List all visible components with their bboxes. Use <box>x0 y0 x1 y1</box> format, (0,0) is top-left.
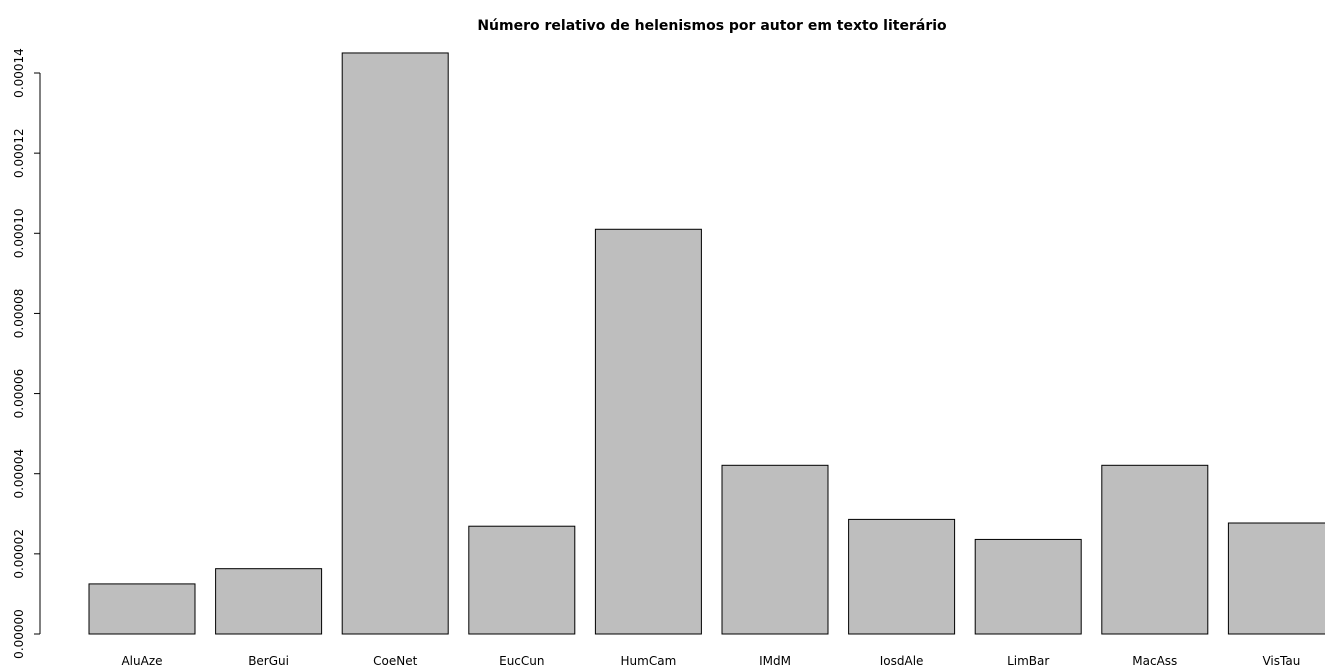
x-axis-labels: AluAze BerGui CoeNet EucCun HumCam IMdM IosdAl… <box>121 654 1300 668</box>
y-tick-label: 0.00008 <box>12 289 26 339</box>
x-category-label: MacAss <box>1132 654 1177 666</box>
y-tick-label: 0.00014 <box>12 48 26 98</box>
bar-AluAze <box>88 583 196 635</box>
y-tick-label: 0.00012 <box>12 128 26 178</box>
x-category-label: CoeNet <box>373 654 417 666</box>
y-tick-label: 0.00010 <box>12 208 26 258</box>
bar-BerGui <box>215 568 323 635</box>
y-tick-label: 0.00004 <box>12 449 26 499</box>
bar-IMdM <box>721 464 829 635</box>
y-axis: 0.00000 0.00002 0.00004 0.00006 0.00008 0.000… <box>12 48 41 659</box>
y-tick-label: 0.00006 <box>12 369 26 419</box>
y-tick-label: 0.00000 <box>12 609 26 659</box>
bar-VisTau <box>1227 522 1325 635</box>
chart-title: Número relativo de helenismos por autor … <box>477 18 947 34</box>
bar-LimBar <box>974 538 1082 635</box>
x-category-label: BerGui <box>248 654 289 666</box>
x-category-label: IosdAle <box>880 654 924 666</box>
bars <box>88 52 1325 635</box>
x-category-label: IMdM <box>759 654 791 666</box>
bar-CoeNet <box>341 52 449 635</box>
x-category-label: HumCam <box>621 654 677 666</box>
x-category-label: LimBar <box>1007 654 1049 666</box>
bar-EucCun <box>468 525 576 635</box>
bar-MacAss <box>1101 464 1209 635</box>
bar-HumCam <box>594 228 702 635</box>
x-category-label: AluAze <box>121 654 162 666</box>
x-category-label: EucCun <box>499 654 544 666</box>
x-category-label: VisTau <box>1262 654 1300 666</box>
y-tick-label: 0.00002 <box>12 529 26 579</box>
bar-IosdAle <box>848 518 956 635</box>
